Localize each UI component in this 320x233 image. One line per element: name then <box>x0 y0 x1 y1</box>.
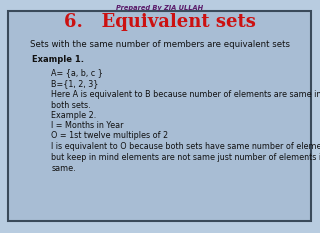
Text: Here A is equivalent to B because number of elements are same in: Here A is equivalent to B because number… <box>51 90 320 99</box>
Text: 6.   Equivalent sets: 6. Equivalent sets <box>64 13 256 31</box>
Text: O = 1st twelve multiples of 2: O = 1st twelve multiples of 2 <box>51 131 168 140</box>
Text: same.: same. <box>51 164 76 173</box>
Text: Prepared By ZIA ULLAH: Prepared By ZIA ULLAH <box>116 5 204 11</box>
Text: I is equivalent to O because both sets have same number of elements: I is equivalent to O because both sets h… <box>51 142 320 151</box>
Text: both sets.: both sets. <box>51 101 91 110</box>
Text: I = Months in Year: I = Months in Year <box>51 121 124 130</box>
Text: B={1, 2, 3}: B={1, 2, 3} <box>51 79 99 88</box>
Text: Example 2.: Example 2. <box>51 111 96 120</box>
Text: but keep in mind elements are not same just number of elements is: but keep in mind elements are not same j… <box>51 153 320 162</box>
Text: Sets with the same number of members are equivalent sets: Sets with the same number of members are… <box>30 40 290 49</box>
Text: Example 1.: Example 1. <box>32 55 84 64</box>
Text: A= {a, b, c }: A= {a, b, c } <box>51 68 103 77</box>
